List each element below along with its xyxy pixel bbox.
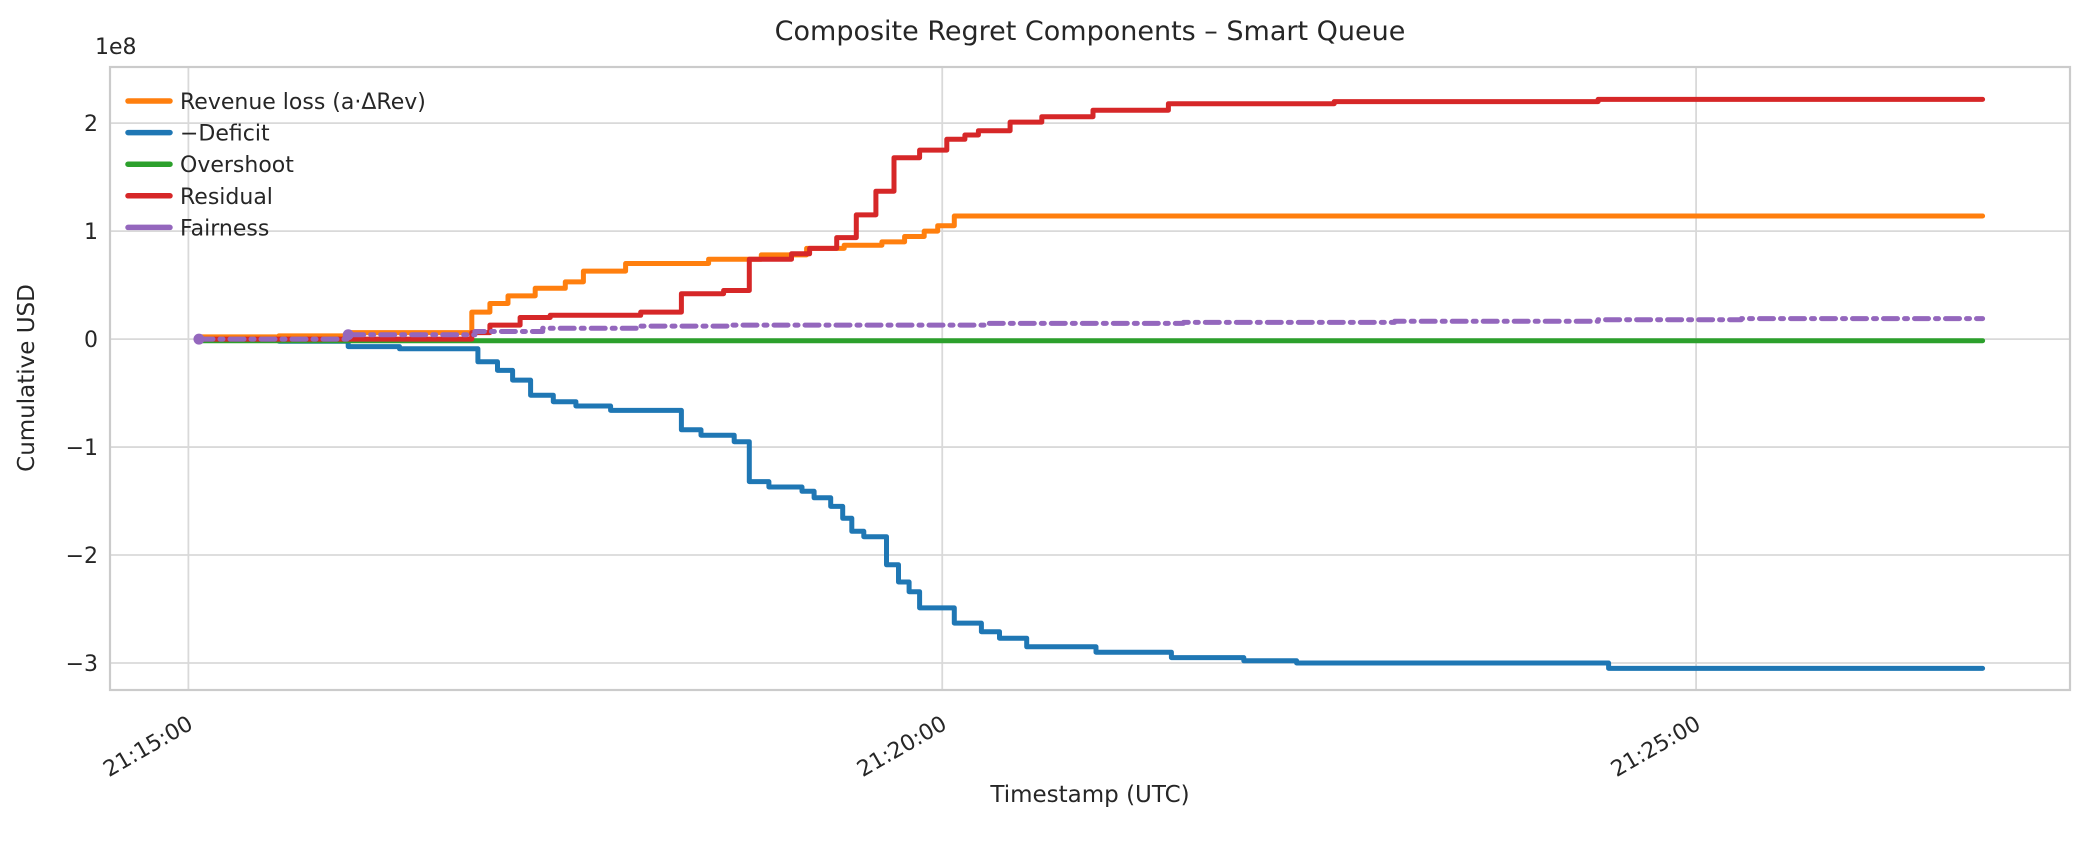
y-tick-label: −3 [66,652,98,677]
axes-spines [108,65,2072,692]
y-tick-label: 1 [84,220,98,245]
gridlines [110,67,2070,690]
legend-label-4: Residual [180,185,273,210]
series-line-5 [196,316,1986,342]
series-marker [342,329,354,341]
legend-label-3: Overshoot [180,153,294,178]
series-line-2 [196,337,1986,671]
y-tick-label: 2 [84,112,98,137]
y-axis-label: Cumulative USD [14,284,40,472]
series-marker [193,333,205,345]
y-tick-label: −2 [66,544,98,569]
x-tick-label: 21:25:00 [1607,712,1705,783]
y-tick-label: 0 [84,328,98,353]
series-line-1 [196,213,1986,340]
plot-border [108,65,2072,692]
legend-label-5: Fairness [180,216,269,241]
chart-title: Composite Regret Components – Smart Queu… [775,16,1406,47]
legend-label-2: −Deficit [180,122,270,147]
x-tick-label: 21:15:00 [99,712,197,783]
series-lines [193,96,1986,671]
legend-label-1: Revenue loss (a·ΔRev) [180,90,426,115]
x-tick-label: 21:20:00 [853,712,951,783]
y-tick-label: −1 [66,436,98,461]
y-axis-offset-label: 1e8 [95,35,137,60]
legend: Revenue loss (a·ΔRev) −Deficit Overshoot Re… [125,90,426,241]
series-line-4 [196,96,1986,342]
x-axis-label: Timestamp (UTC) [989,782,1189,808]
